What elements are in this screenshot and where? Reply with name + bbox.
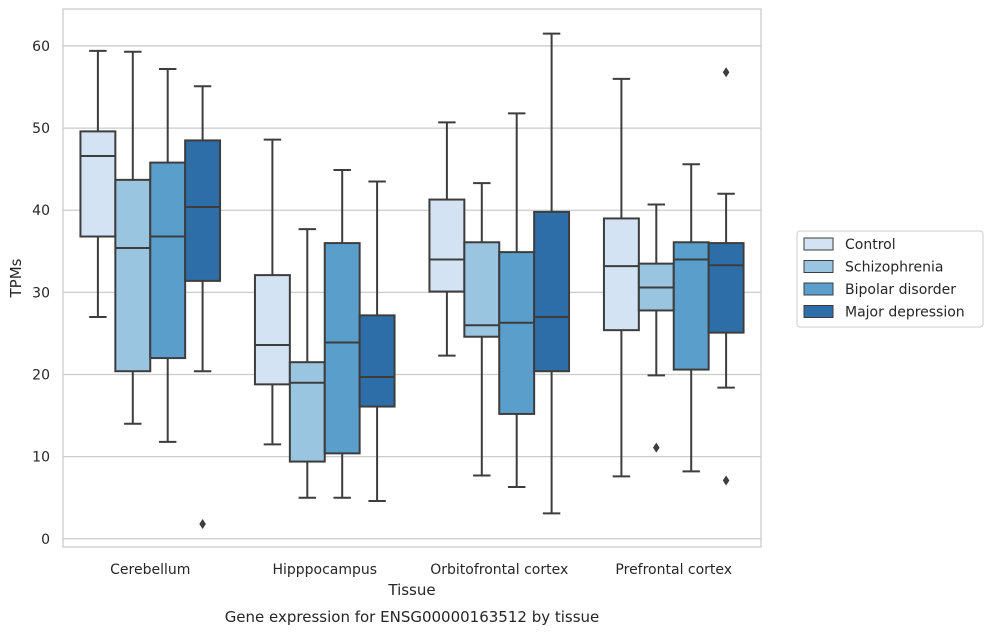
y-tick-label: 50 xyxy=(32,121,50,137)
x-axis-title: Tissue xyxy=(387,581,435,599)
legend-label: Schizophrenia xyxy=(845,260,943,276)
box-control-1 xyxy=(253,138,291,446)
box-control-3 xyxy=(602,77,640,478)
y-tick-labels: 0 10 20 30 40 50 60 xyxy=(32,39,50,548)
legend-swatch xyxy=(803,305,834,318)
y-tick-label: 60 xyxy=(32,39,50,55)
chart-caption: Gene expression for ENSG00000163512 by t… xyxy=(225,608,600,626)
box-major-depression-0 xyxy=(184,85,222,530)
x-tick-labels: Cerebellum Hipppocampus Orbitofrontal cort… xyxy=(110,562,732,578)
outlier-point xyxy=(653,442,660,453)
legend-label: Major depression xyxy=(845,305,965,321)
iqr-box xyxy=(114,178,152,373)
y-tick-label: 10 xyxy=(32,450,50,466)
y-axis-title: TPMs xyxy=(7,258,25,298)
y-tick-label: 40 xyxy=(32,203,50,219)
x-tick-label: Hipppocampus xyxy=(272,562,377,578)
iqr-box xyxy=(602,217,640,332)
outlier-point xyxy=(199,519,206,530)
plot-frame xyxy=(62,8,762,548)
box-bipolar-disorder-2 xyxy=(498,112,536,489)
legend-swatch xyxy=(803,237,834,251)
outlier-point xyxy=(722,475,730,486)
legend-label: Control xyxy=(845,237,896,253)
y-tick-label: 30 xyxy=(32,285,50,301)
outlier-point xyxy=(722,67,730,78)
legend-swatch xyxy=(803,282,834,296)
iqr-box xyxy=(533,210,571,373)
box-bipolar-disorder-0 xyxy=(149,67,187,443)
box-bipolar-disorder-1 xyxy=(323,168,361,499)
iqr-box xyxy=(184,139,222,282)
x-tick-label: Orbitofrontal cortex xyxy=(430,562,568,578)
legend: Control Schizophrenia Bipolar disorder Majo… xyxy=(796,230,984,328)
box-groups xyxy=(79,32,745,530)
legend-swatch xyxy=(803,260,834,273)
x-tick-label: Prefrontal cortex xyxy=(615,562,732,578)
box-major-depression-3 xyxy=(707,67,745,486)
x-tick-label: Cerebellum xyxy=(110,562,190,578)
legend-label: Bipolar disorder xyxy=(845,282,956,298)
iqr-box xyxy=(288,361,326,463)
box-control-2 xyxy=(428,121,466,357)
iqr-box xyxy=(79,130,117,238)
box-major-depression-1 xyxy=(358,180,396,503)
box-schizophrenia-1 xyxy=(288,228,326,499)
box-control-0 xyxy=(79,49,117,319)
box-schizophrenia-3 xyxy=(637,203,675,453)
iqr-box xyxy=(149,161,187,360)
iqr-box xyxy=(253,274,291,386)
iqr-box xyxy=(707,242,745,334)
box-major-depression-2 xyxy=(533,32,571,515)
iqr-box xyxy=(498,251,536,415)
iqr-box xyxy=(428,198,466,293)
box-schizophrenia-0 xyxy=(114,50,152,425)
legend-frame xyxy=(796,230,984,328)
iqr-box xyxy=(463,241,501,338)
box-schizophrenia-2 xyxy=(463,182,501,477)
iqr-box xyxy=(358,314,396,408)
box-bipolar-disorder-3 xyxy=(672,163,710,473)
y-tick-label: 20 xyxy=(32,368,50,384)
y-tick-label: 0 xyxy=(41,532,50,548)
iqr-box xyxy=(672,241,710,371)
iqr-box xyxy=(323,242,361,455)
